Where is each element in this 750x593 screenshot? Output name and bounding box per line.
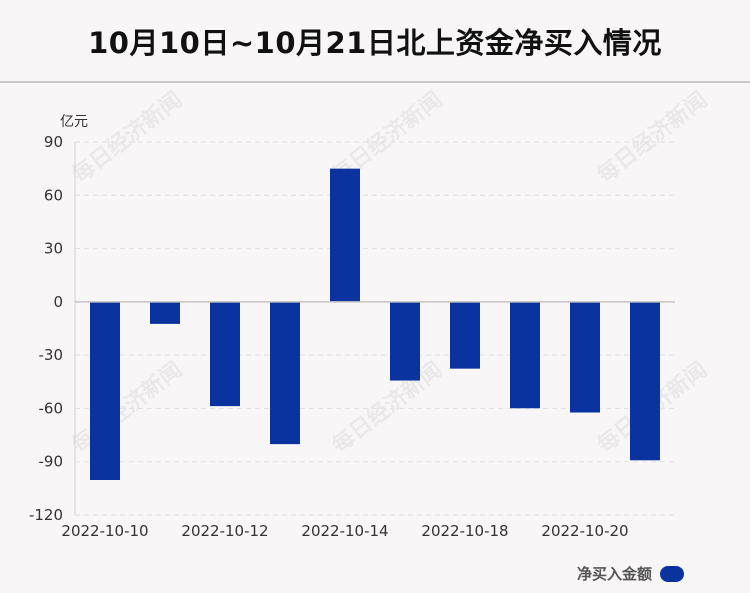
bar xyxy=(510,301,540,409)
page-title: 10月10日~10月21日北上资金净买入情况 xyxy=(88,25,662,60)
legend-swatch xyxy=(660,565,684,582)
y-tick-label: 0 xyxy=(53,293,63,311)
y-tick-label: -30 xyxy=(39,346,64,364)
y-tick-label: 30 xyxy=(44,240,63,258)
bar xyxy=(90,301,120,481)
legend-label: 净买入金额 xyxy=(576,565,652,583)
x-tick-label: 2022-10-14 xyxy=(301,522,388,540)
bar xyxy=(390,301,420,381)
y-tick-label: -60 xyxy=(39,399,64,417)
bar xyxy=(330,168,360,302)
x-tick-label: 2022-10-12 xyxy=(181,522,268,540)
x-tick-label: 2022-10-20 xyxy=(541,522,628,540)
legend: 净买入金额 xyxy=(577,563,684,584)
x-tick-label: 2022-10-18 xyxy=(421,522,508,540)
y-tick-label: -90 xyxy=(39,453,64,471)
bar xyxy=(270,301,300,445)
y-axis-unit-label: 亿元 xyxy=(60,114,88,130)
y-tick-label: -120 xyxy=(29,506,63,524)
bar xyxy=(630,301,660,461)
header: 10月10日~10月21日北上资金净买入情况 xyxy=(0,0,750,83)
bar xyxy=(450,301,480,369)
bar xyxy=(210,301,240,407)
bar xyxy=(570,301,600,413)
y-tick-label: 60 xyxy=(44,186,63,204)
y-tick-label: 90 xyxy=(44,133,63,151)
x-tick-label: 2022-10-10 xyxy=(61,522,148,540)
bar xyxy=(150,301,180,324)
